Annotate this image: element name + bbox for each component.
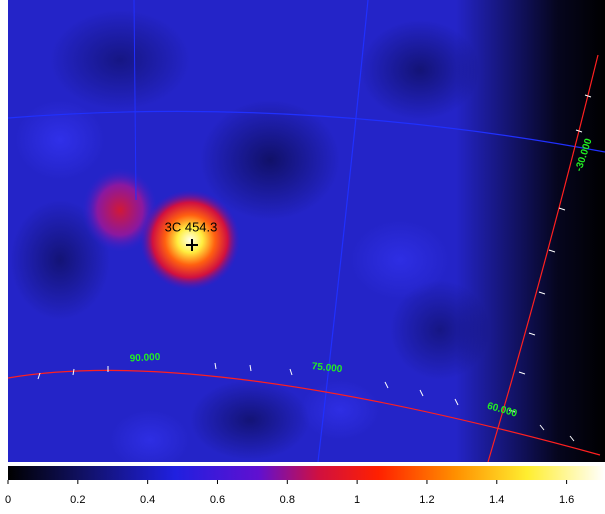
colorbar-tick-label: 0 xyxy=(5,494,11,506)
sky-image: 90.000 75.000 60.000 -30.000 3C 454.3 xyxy=(8,0,605,462)
grid-label: 90.000 xyxy=(129,352,161,365)
colorbar xyxy=(8,466,605,480)
colorbar-tick-label: 0.2 xyxy=(70,494,85,506)
colorbar-tick-label: 1.2 xyxy=(419,494,434,506)
colorbar-tick-label: 1.4 xyxy=(489,494,504,506)
grid-label: 75.000 xyxy=(311,361,343,375)
source-label: 3C 454.3 xyxy=(165,219,218,234)
colorbar-tick-label: 1 xyxy=(354,494,360,506)
colorbar-tick-label: 0.6 xyxy=(210,494,225,506)
colorbar-tick-label: 0.4 xyxy=(140,494,155,506)
source-marker xyxy=(186,239,198,251)
colorbar-tick-label: 1.6 xyxy=(559,494,574,506)
colorbar-tick-label: 0.8 xyxy=(280,494,295,506)
